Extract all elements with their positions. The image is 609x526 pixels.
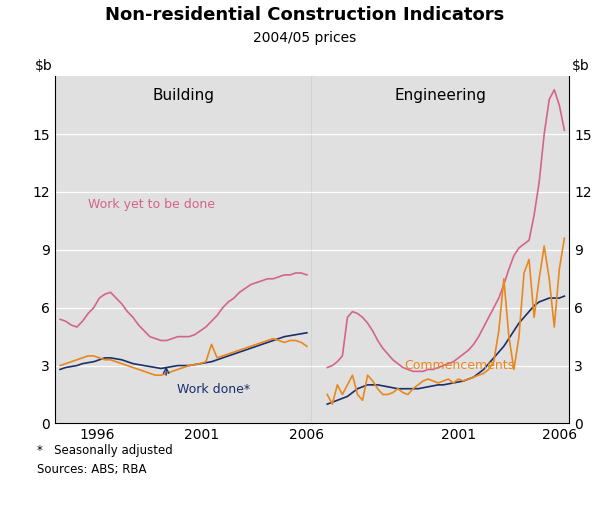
Text: Engineering: Engineering: [395, 88, 487, 104]
Text: Non-residential Construction Indicators: Non-residential Construction Indicators: [105, 6, 504, 24]
Text: Sources: ABS; RBA: Sources: ABS; RBA: [37, 463, 146, 476]
Text: 2004/05 prices: 2004/05 prices: [253, 31, 356, 45]
Text: *   Seasonally adjusted: * Seasonally adjusted: [37, 444, 172, 458]
Text: Building: Building: [152, 88, 214, 104]
Text: $b: $b: [572, 59, 590, 73]
Text: Work yet to be done: Work yet to be done: [88, 198, 215, 211]
Text: $b: $b: [35, 59, 52, 73]
Text: Work done*: Work done*: [177, 383, 250, 396]
Text: Commencements: Commencements: [405, 359, 515, 372]
